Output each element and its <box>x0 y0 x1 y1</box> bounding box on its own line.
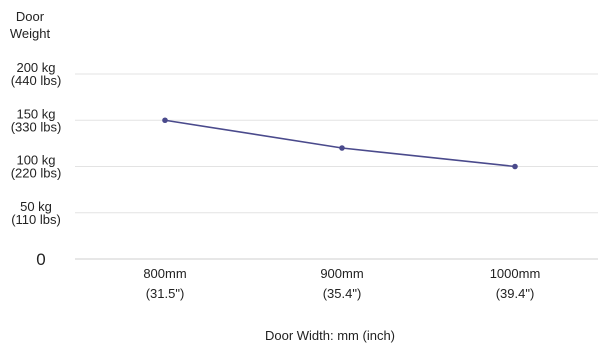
y-axis-title: Door Weight <box>10 9 51 41</box>
y-tick-label-1-1: (330 lbs) <box>11 119 62 134</box>
y-tick-label-0-1: (440 lbs) <box>11 73 62 88</box>
y-tick-label-2-1: (220 lbs) <box>11 166 62 181</box>
x-tick-labels: 800mm (31.5") 900mm (35.4") 1000mm (39.4") <box>143 266 540 301</box>
x-tick-label-1-0: 900mm <box>320 266 363 281</box>
data-point-0 <box>162 117 168 124</box>
y-tick-label-4: 0 <box>36 250 45 269</box>
y-tick-label-2-0: 100 kg <box>16 153 55 168</box>
y-tick-label-3-0: 50 kg <box>20 199 52 214</box>
series-line <box>162 117 518 170</box>
y-tick-label-0-0: 200 kg <box>16 60 55 75</box>
data-point-2 <box>512 163 518 170</box>
grid-lines <box>75 73 598 260</box>
y-title-line-1: Weight <box>10 26 51 41</box>
data-point-1 <box>339 145 345 151</box>
y-tick-labels: 200 kg(440 lbs) 150 kg(330 lbs) 100 kg(220… <box>11 60 62 269</box>
y-tick-label-3-1: (110 lbs) <box>11 212 61 227</box>
x-tick-label-2-0: 1000mm <box>490 266 541 281</box>
x-axis-title: Door Width: mm (inch) <box>265 328 395 343</box>
series-line-0 <box>164 119 516 168</box>
x-tick-label-2-1: (39.4") <box>496 286 535 301</box>
x-tick-label-0-1: (31.5") <box>146 286 185 301</box>
y-title-line-0: Door <box>16 9 45 24</box>
x-tick-label-1-1: (35.4") <box>323 286 362 301</box>
x-tick-label-0-0: 800mm <box>143 266 186 281</box>
y-tick-label-1-0: 150 kg <box>16 106 55 121</box>
